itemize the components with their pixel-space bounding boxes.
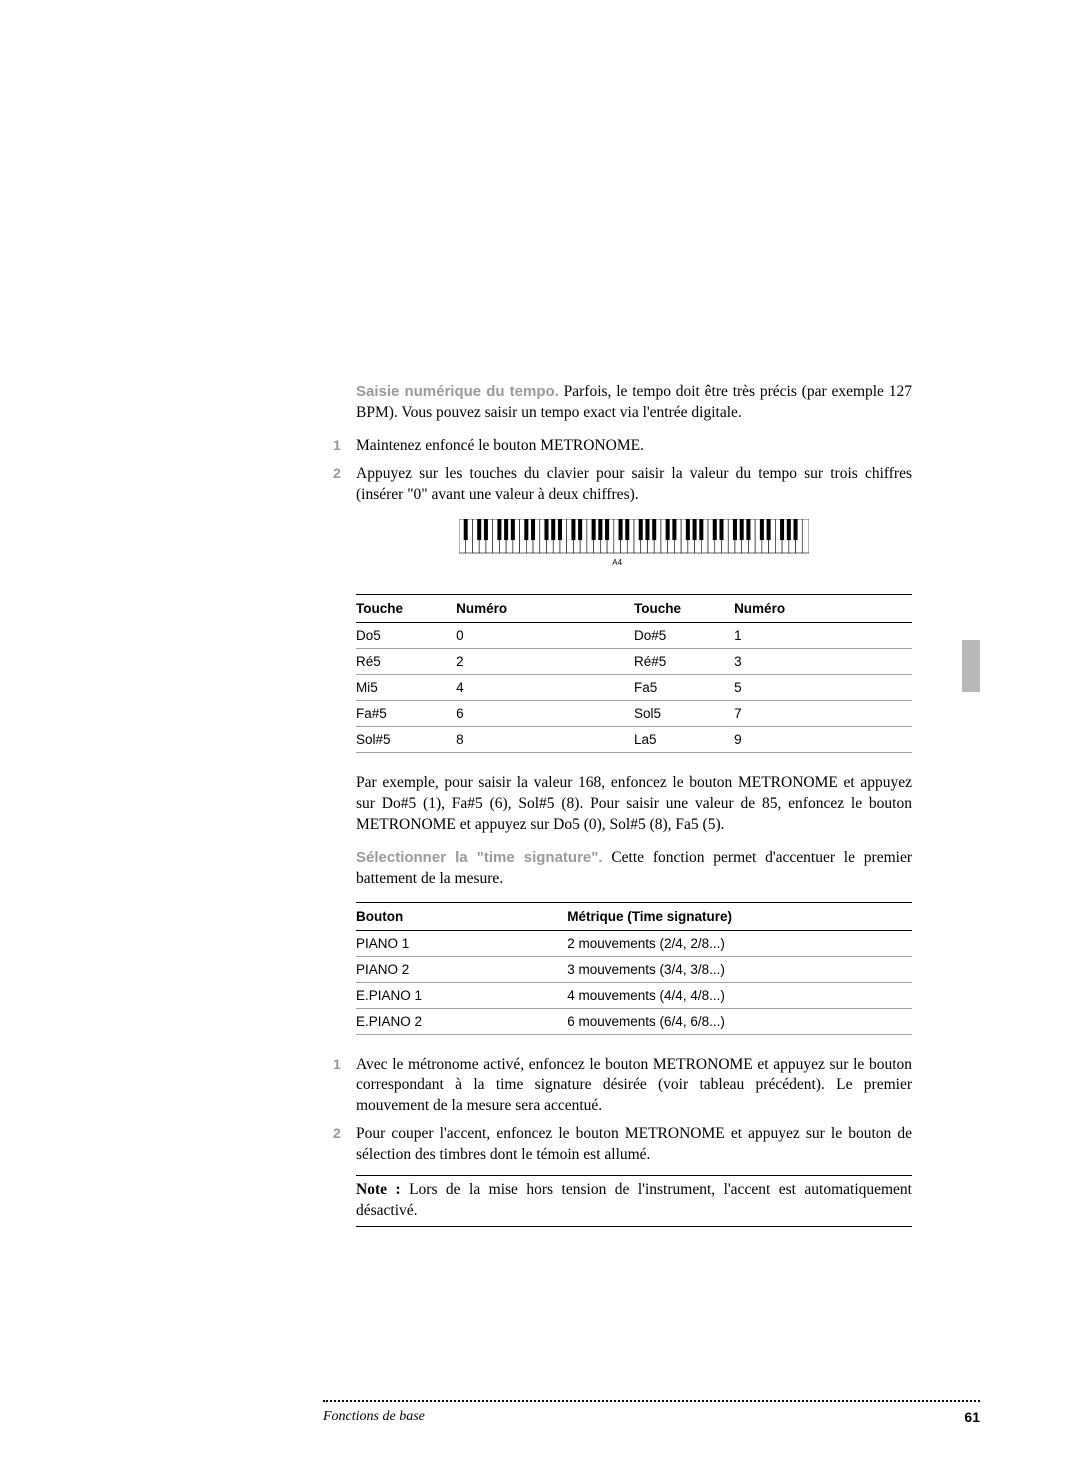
list-item: 2 Pour couper l'accent, enfoncez le bout… bbox=[356, 1124, 912, 1165]
footer-page-number: 61 bbox=[964, 1409, 980, 1425]
table-cell: 4 bbox=[456, 675, 634, 701]
table-cell: Do#5 bbox=[634, 623, 734, 649]
table-row: Sol#58La59 bbox=[356, 727, 912, 753]
intro-paragraph: Saisie numérique du tempo. Parfois, le t… bbox=[356, 382, 912, 424]
list-item-text: Pour couper l'accent, enfoncez le bouton… bbox=[356, 1125, 912, 1162]
timesig-lead: Sélectionner la "time signature". bbox=[356, 849, 603, 866]
list-item-text: Maintenez enfoncé le bouton METRONOME. bbox=[356, 437, 644, 454]
table-cell: 6 bbox=[456, 701, 634, 727]
table-cell: Sol#5 bbox=[356, 727, 456, 753]
table-cell: Fa5 bbox=[634, 675, 734, 701]
page-footer: Fonctions de base 61 bbox=[323, 1400, 980, 1425]
note-lead: Note : bbox=[356, 1181, 401, 1198]
table-row: E.PIANO 14 mouvements (4/4, 4/8...) bbox=[356, 982, 912, 1008]
col-header: Métrique (Time signature) bbox=[567, 902, 912, 930]
table-row: E.PIANO 26 mouvements (6/4, 6/8...) bbox=[356, 1008, 912, 1034]
table-cell: Ré#5 bbox=[634, 649, 734, 675]
table-header-row: Bouton Métrique (Time signature) bbox=[356, 902, 912, 930]
table-cell: Sol5 bbox=[634, 701, 734, 727]
table-head: Touche Numéro Touche Numéro bbox=[356, 595, 912, 623]
table-body: Do50Do#51Ré52Ré#53Mi54Fa55Fa#56Sol57Sol#… bbox=[356, 623, 912, 753]
list-marker: 1 bbox=[333, 1055, 341, 1073]
table-cell: 5 bbox=[734, 675, 912, 701]
note-text: Lors de la mise hors tension de l'instru… bbox=[356, 1181, 912, 1219]
footer-dotline bbox=[323, 1400, 980, 1402]
list-item: 1 Avec le métronome activé, enfoncez le … bbox=[356, 1055, 912, 1116]
table-cell: 7 bbox=[734, 701, 912, 727]
table-row: PIANO 12 mouvements (2/4, 2/8...) bbox=[356, 930, 912, 956]
table-cell: E.PIANO 2 bbox=[356, 1008, 567, 1034]
page-content: Saisie numérique du tempo. Parfois, le t… bbox=[356, 382, 912, 1227]
table-cell: Do5 bbox=[356, 623, 456, 649]
table-cell: 9 bbox=[734, 727, 912, 753]
list-item: 2 Appuyez sur les touches du clavier pou… bbox=[356, 464, 912, 505]
table-cell: PIANO 2 bbox=[356, 956, 567, 982]
table-cell: 3 bbox=[734, 649, 912, 675]
list-item-text: Avec le métronome activé, enfoncez le bo… bbox=[356, 1056, 912, 1114]
col-header: Numéro bbox=[456, 595, 634, 623]
list-item-text: Appuyez sur les touches du clavier pour … bbox=[356, 465, 912, 502]
table-row: Do50Do#51 bbox=[356, 623, 912, 649]
table-cell: Fa#5 bbox=[356, 701, 456, 727]
col-header: Bouton bbox=[356, 902, 567, 930]
table-cell: 1 bbox=[734, 623, 912, 649]
table-cell: 2 mouvements (2/4, 2/8...) bbox=[567, 930, 912, 956]
footer-section: Fonctions de base bbox=[323, 1409, 425, 1425]
table-cell: La5 bbox=[634, 727, 734, 753]
list-marker: 2 bbox=[333, 464, 341, 482]
timesig-table: Bouton Métrique (Time signature) PIANO 1… bbox=[356, 902, 912, 1035]
list-marker: 2 bbox=[333, 1124, 341, 1142]
table-row: Ré52Ré#53 bbox=[356, 649, 912, 675]
table-body: PIANO 12 mouvements (2/4, 2/8...)PIANO 2… bbox=[356, 930, 912, 1034]
document-page: Saisie numérique du tempo. Parfois, le t… bbox=[0, 0, 1080, 1479]
keyboard-svg: A4 bbox=[459, 519, 809, 569]
table-cell: 2 bbox=[456, 649, 634, 675]
col-header: Touche bbox=[634, 595, 734, 623]
intro-lead: Saisie numérique du tempo. bbox=[356, 383, 559, 400]
table-header-row: Touche Numéro Touche Numéro bbox=[356, 595, 912, 623]
table-cell: Ré5 bbox=[356, 649, 456, 675]
table-row: Fa#56Sol57 bbox=[356, 701, 912, 727]
table-cell: Mi5 bbox=[356, 675, 456, 701]
list-item: 1 Maintenez enfoncé le bouton METRONOME. bbox=[356, 436, 912, 456]
table-cell: 0 bbox=[456, 623, 634, 649]
footer-row: Fonctions de base 61 bbox=[323, 1409, 980, 1425]
svg-text:A4: A4 bbox=[612, 558, 622, 567]
table-cell: 8 bbox=[456, 727, 634, 753]
timesig-paragraph: Sélectionner la "time signature". Cette … bbox=[356, 848, 912, 890]
table-cell: E.PIANO 1 bbox=[356, 982, 567, 1008]
col-header: Numéro bbox=[734, 595, 912, 623]
steps-list-b: 1 Avec le métronome activé, enfoncez le … bbox=[356, 1055, 912, 1165]
table-cell: PIANO 1 bbox=[356, 930, 567, 956]
key-number-table: Touche Numéro Touche Numéro Do50Do#51Ré5… bbox=[356, 594, 912, 753]
side-tab-marker bbox=[962, 640, 980, 692]
note-block: Note : Lors de la mise hors tension de l… bbox=[356, 1175, 912, 1227]
list-marker: 1 bbox=[333, 436, 341, 454]
table-cell: 3 mouvements (3/4, 3/8...) bbox=[567, 956, 912, 982]
table-row: Mi54Fa55 bbox=[356, 675, 912, 701]
table-cell: 4 mouvements (4/4, 4/8...) bbox=[567, 982, 912, 1008]
keyboard-diagram: A4 bbox=[356, 519, 912, 574]
example-paragraph: Par exemple, pour saisir la valeur 168, … bbox=[356, 773, 912, 836]
table-head: Bouton Métrique (Time signature) bbox=[356, 902, 912, 930]
table-row: PIANO 23 mouvements (3/4, 3/8...) bbox=[356, 956, 912, 982]
table-cell: 6 mouvements (6/4, 6/8...) bbox=[567, 1008, 912, 1034]
steps-list-a: 1 Maintenez enfoncé le bouton METRONOME.… bbox=[356, 436, 912, 505]
col-header: Touche bbox=[356, 595, 456, 623]
